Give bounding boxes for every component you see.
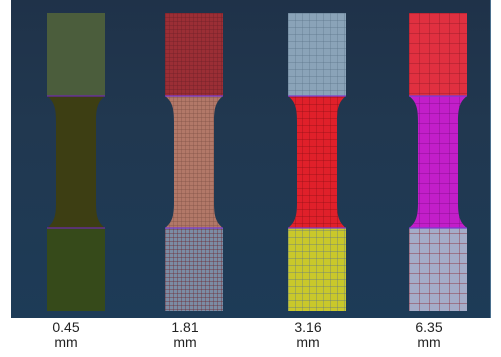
bottom-grip (47, 228, 105, 311)
specimen-1.81mm (165, 13, 223, 311)
mesh-size-value: 3.16 (294, 319, 322, 335)
mesh-size-unit: mm (54, 334, 78, 350)
mesh-size-label-3: 3.16 mm (273, 320, 343, 350)
specimen-0.45mm (47, 13, 105, 311)
mesh-size-value: 1.81 (171, 319, 199, 335)
bottom-grip-mesh (409, 228, 467, 311)
specimen-3.16mm (288, 13, 346, 311)
top-grip-mesh (288, 13, 346, 96)
bottom-grip-mesh (165, 228, 223, 311)
top-grip-mesh (409, 13, 467, 96)
fea-mesh-viewport (11, 0, 491, 318)
specimen-mesh-svg (288, 13, 346, 311)
mesh-size-label-4: 6.35 mm (394, 320, 464, 350)
top-grip (47, 13, 105, 96)
mesh-size-unit: mm (173, 334, 197, 350)
mesh-size-unit: mm (417, 334, 441, 350)
mesh-size-value: 0.45 (52, 319, 80, 335)
gauge-mesh (165, 96, 223, 228)
mesh-size-value: 6.35 (415, 319, 443, 335)
specimen-mesh-svg (165, 13, 223, 311)
gauge-mesh (409, 96, 467, 228)
gauge-section (47, 96, 105, 228)
mesh-size-unit: mm (296, 334, 320, 350)
specimen-mesh-svg (409, 13, 467, 311)
mesh-size-label-2: 1.81 mm (150, 320, 220, 350)
specimen-mesh-svg (47, 13, 105, 311)
gauge-mesh (288, 96, 346, 228)
top-grip-mesh (165, 13, 223, 96)
specimen-6.35mm (409, 13, 467, 311)
bottom-grip-mesh (288, 228, 346, 311)
mesh-size-label-1: 0.45 mm (31, 320, 101, 350)
